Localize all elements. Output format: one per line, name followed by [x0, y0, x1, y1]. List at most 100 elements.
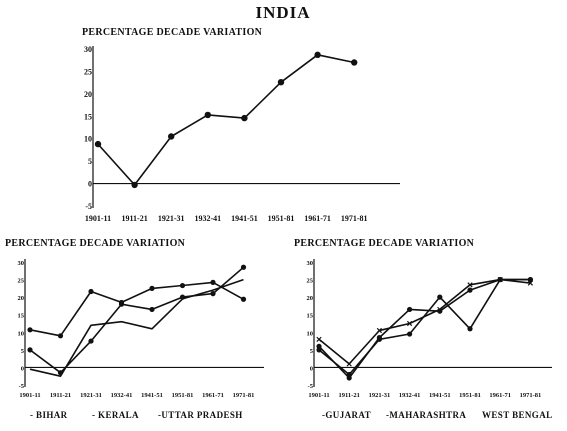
data-point: [131, 181, 138, 189]
x-tick-label: 1951-81: [268, 214, 295, 223]
series-line: [29, 281, 244, 337]
x-tick-label: 1961-71: [202, 392, 224, 399]
data-point: [27, 327, 33, 333]
legend-kerala: - KERALA: [92, 410, 139, 420]
x-tick-label: 1921-31: [369, 392, 391, 399]
y-tick-label: 5: [310, 348, 314, 355]
data-point: [94, 140, 102, 148]
data-point: [467, 282, 473, 288]
x-tick-label: 1941-51: [429, 392, 451, 399]
x-tick-label: 1901-11: [19, 392, 40, 399]
data-point: [497, 276, 503, 283]
y-tick-label: 5: [88, 157, 92, 166]
india-chart: PERCENTAGE DECADE VARIATION 30 25 20 15 10 5 0…: [82, 27, 400, 223]
data-point: [27, 347, 33, 353]
data-point: [314, 51, 321, 59]
data-point: [351, 59, 358, 66]
data-point: [407, 306, 413, 313]
data-point: [210, 279, 216, 285]
data-point: [346, 371, 352, 378]
x-tick-label: 1932-41: [399, 392, 421, 399]
series-line: [97, 53, 355, 186]
legend-gujarat: -GUJARAT: [322, 410, 371, 420]
y-tick-label: 15: [18, 313, 25, 320]
data-point: [240, 296, 247, 302]
y-tick-label: 10: [307, 330, 314, 337]
x-tick-label: 1901-11: [308, 392, 329, 399]
data-point: [407, 331, 413, 337]
data-point: [149, 306, 155, 313]
chart-title: PERCENTAGE DECADE VARIATION: [294, 238, 475, 249]
x-tick-label: 1951-81: [459, 392, 481, 399]
chart-title: PERCENTAGE DECADE VARIATION: [5, 238, 186, 249]
legend-maharashtra: -MAHARASHTRA: [386, 410, 466, 420]
y-tick-label: 10: [84, 135, 92, 144]
north-states-chart: PERCENTAGE DECADE VARIATION - BIHAR - KE…: [5, 238, 264, 420]
y-tick-label: 25: [84, 67, 92, 76]
y-tick-label: 25: [307, 278, 314, 285]
series-line: [318, 278, 531, 376]
legend-uttar-pradesh: -UTTAR PRADESH: [158, 410, 243, 420]
x-tick-label: 1932-41: [111, 392, 133, 399]
x-tick-label: 1921-31: [158, 214, 185, 223]
series-line: [318, 278, 531, 379]
data-point: [527, 276, 534, 283]
x-tick-label: 1971-81: [341, 214, 368, 223]
x-tick-label: 1961-71: [489, 392, 511, 399]
x-tick-label: 1911-21: [121, 214, 147, 223]
data-point: [149, 285, 155, 291]
data-point: [57, 333, 64, 339]
x-tick-label: 1951-81: [172, 392, 194, 399]
y-tick-label: 30: [307, 260, 314, 267]
data-point: [376, 336, 382, 342]
data-point: [346, 361, 352, 367]
y-tick-label: 20: [84, 90, 92, 99]
y-tick-label: 30: [84, 45, 92, 54]
data-point: [240, 264, 247, 270]
data-point: [118, 301, 125, 307]
x-tick-label: 1941-51: [141, 392, 163, 399]
y-tick-label: 10: [18, 330, 25, 337]
data-point: [88, 288, 94, 295]
x-tick-label: 1932-41: [194, 214, 221, 223]
chart-title: PERCENTAGE DECADE VARIATION: [82, 27, 263, 38]
x-tick-label: 1971-81: [233, 392, 255, 399]
data-point: [277, 78, 285, 86]
x-tick-label: 1921-31: [80, 392, 102, 399]
y-tick-label: -5: [19, 383, 25, 390]
data-point: [204, 111, 211, 119]
data-point: [316, 347, 322, 353]
x-tick-label: 1911-21: [50, 392, 71, 399]
y-tick-label: 30: [18, 260, 25, 267]
data-point: [437, 306, 443, 313]
data-point: [241, 114, 248, 122]
y-tick-label: 0: [310, 365, 313, 372]
data-point: [376, 327, 383, 334]
y-tick-label: -5: [85, 202, 92, 211]
data-point: [168, 133, 175, 140]
x-tick-label: 1901-11: [85, 214, 111, 223]
data-point: [210, 291, 216, 297]
y-tick-label: 20: [307, 295, 314, 302]
data-point: [179, 282, 186, 289]
x-tick-label: 1971-81: [520, 392, 542, 399]
data-point: [406, 320, 413, 327]
west-states-chart: PERCENTAGE DECADE VARIATION -GUJARAT -MA…: [294, 238, 553, 420]
x-tick-label: 1961-71: [304, 214, 331, 223]
legend-west-bengal: WEST BENGAL: [482, 410, 553, 420]
page-title: INDIA: [255, 3, 310, 22]
x-tick-label: 1941-51: [231, 214, 258, 223]
legend-bihar: - BIHAR: [30, 410, 68, 420]
data-point: [88, 338, 94, 344]
y-tick-label: 20: [18, 295, 25, 302]
data-point: [437, 294, 443, 300]
y-tick-label: 15: [307, 313, 314, 320]
data-point: [467, 326, 473, 332]
data-point: [316, 336, 322, 342]
y-tick-label: 0: [88, 180, 92, 189]
series-line: [29, 278, 244, 378]
data-point: [467, 287, 473, 293]
y-tick-label: 25: [18, 278, 25, 285]
y-tick-label: 0: [21, 365, 24, 372]
